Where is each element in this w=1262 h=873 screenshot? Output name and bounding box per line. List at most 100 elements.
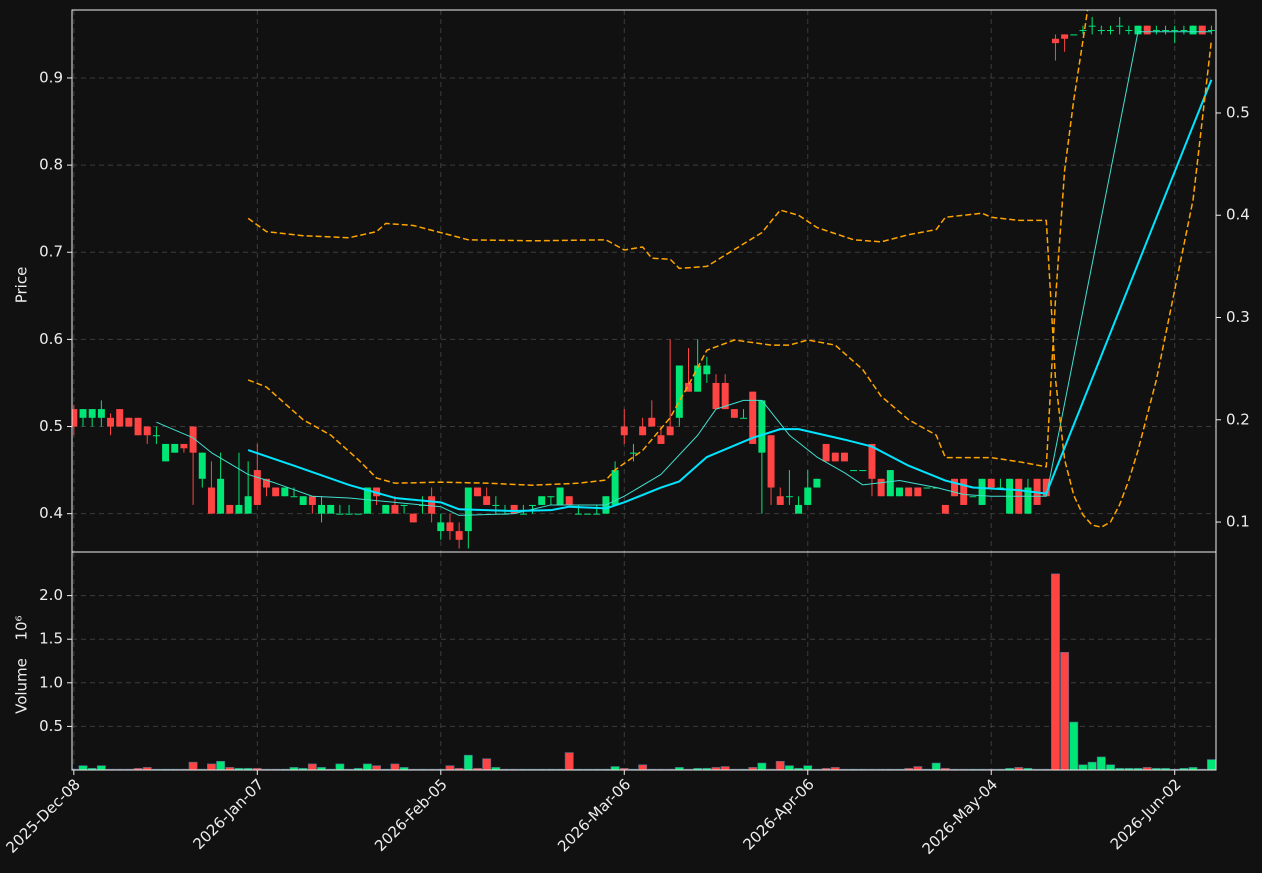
candle-body <box>831 452 839 462</box>
candle-body <box>1189 25 1197 35</box>
candle-body <box>327 504 335 514</box>
candle-body <box>1107 30 1114 32</box>
candle-body <box>217 478 225 514</box>
candle-body <box>620 426 628 436</box>
y2-tick-label: 0.5 <box>1226 103 1250 121</box>
candle-body <box>914 487 922 497</box>
candle-body <box>1198 25 1206 35</box>
candle-body <box>72 409 78 427</box>
candle-body <box>1134 25 1142 35</box>
candle-body <box>244 496 252 514</box>
candle-body <box>483 496 491 505</box>
candle-body <box>1051 38 1059 44</box>
candle-body <box>941 504 949 514</box>
x-tick-label: 2026-Feb-05 <box>371 775 451 855</box>
volume-bar <box>1069 721 1079 770</box>
candle-body <box>951 478 959 497</box>
candle-body <box>996 487 1004 489</box>
candle-body <box>822 443 830 462</box>
volume-bar <box>445 765 455 770</box>
volume-bar <box>307 763 317 770</box>
candle-body <box>152 435 160 437</box>
candle-body <box>363 487 371 514</box>
candle-body <box>171 443 179 453</box>
candle-body <box>629 452 637 454</box>
volume-bar <box>913 766 923 770</box>
y2-tick-label: 0.1 <box>1226 513 1250 531</box>
volume-panel <box>72 552 1216 770</box>
candle-body <box>336 513 344 515</box>
candle-body <box>107 417 115 427</box>
candle-body <box>299 496 307 505</box>
y2-tick-label: 0.3 <box>1226 308 1250 326</box>
candle-body <box>1116 25 1124 27</box>
candle-body <box>804 487 812 505</box>
candle-body <box>189 426 197 453</box>
candle-body <box>749 391 757 444</box>
y-tick-label: 0.4 <box>39 504 63 522</box>
candle-body <box>657 435 665 444</box>
candle-body <box>281 487 289 497</box>
candle-body <box>308 496 316 505</box>
y-tick-label: 0.7 <box>39 243 63 261</box>
indicator-line <box>156 31 1212 516</box>
y-tick-label: 0.6 <box>39 330 63 348</box>
volume-bar <box>1087 761 1097 770</box>
candle-body <box>675 365 683 418</box>
candle-body <box>1180 30 1188 32</box>
candle-body <box>354 513 362 515</box>
candle-body <box>850 470 858 472</box>
candle-body <box>978 478 986 505</box>
candle-body <box>1097 30 1105 32</box>
candle-body <box>960 478 968 505</box>
candle-body <box>584 513 592 515</box>
candle-body <box>529 504 537 506</box>
volume-bar <box>216 760 226 770</box>
volume-bar <box>362 763 372 770</box>
candle-body <box>1024 487 1032 514</box>
candle-body <box>1162 30 1170 32</box>
candle-body <box>785 496 793 498</box>
candle-body <box>162 443 170 462</box>
candle-body <box>987 478 995 488</box>
candle-body <box>400 504 408 506</box>
candle-body <box>88 409 96 418</box>
candle-body <box>391 504 399 514</box>
volume-bar <box>638 764 648 770</box>
candle-body <box>776 496 784 505</box>
candle-body <box>519 513 527 515</box>
volume-y-tick-label: 1.5 <box>39 630 63 648</box>
candle-body <box>382 504 390 514</box>
candle-body <box>290 496 298 498</box>
candle-body <box>611 470 619 505</box>
candle-body <box>547 496 555 498</box>
candle-body <box>1042 478 1050 497</box>
y2-tick-label: 0.2 <box>1226 410 1250 428</box>
candle-body <box>758 400 766 453</box>
candle-body <box>648 417 656 427</box>
price-panel <box>72 10 1216 552</box>
candle-body <box>565 496 573 505</box>
candle-body <box>730 409 738 418</box>
candle-body <box>1061 34 1069 39</box>
volume-bar <box>757 762 767 770</box>
candle-body <box>263 478 270 488</box>
x-tick-label: 2025-Dec-08 <box>2 775 83 856</box>
candle-body <box>1070 34 1078 36</box>
volume-bar <box>1051 573 1060 770</box>
candle-body <box>125 417 133 427</box>
candle-body <box>1079 30 1087 32</box>
candle-body <box>180 443 188 449</box>
volume-bar <box>784 765 794 770</box>
x-tick-label: 2026-Mar-06 <box>554 775 634 855</box>
volume-bar <box>372 765 382 770</box>
candle-body <box>97 409 105 418</box>
candle-body <box>1088 25 1096 27</box>
volume-bar <box>931 762 941 770</box>
volume-bar <box>207 763 216 770</box>
candle-body <box>198 452 206 479</box>
candle-body <box>923 487 931 489</box>
candle-body <box>574 513 582 515</box>
volume-bar <box>1106 764 1115 770</box>
candle-body <box>969 496 977 498</box>
